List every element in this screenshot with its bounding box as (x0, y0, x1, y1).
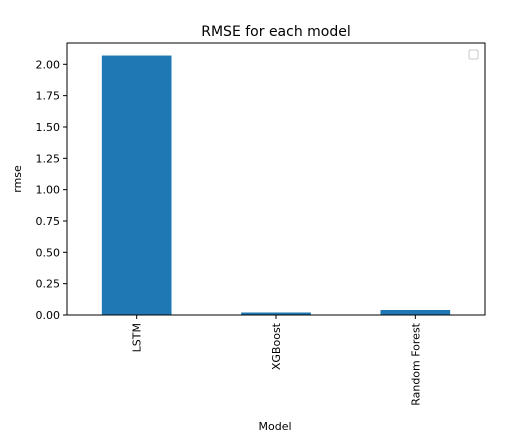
empty-legend-box (468, 49, 479, 60)
y-tick-label: 0.50 (36, 246, 61, 259)
y-tick-label: 0.00 (36, 309, 61, 322)
y-tick-label: 0.25 (36, 278, 61, 291)
bars-group (101, 55, 451, 315)
y-axis-label: rmse (11, 165, 24, 193)
y-tick-label: 1.25 (36, 152, 61, 165)
x-tick-label: Random Forest (409, 322, 422, 405)
y-tick-label: 1.00 (36, 184, 61, 197)
plot-frame (66, 42, 486, 316)
x-axis-ticks: LSTM XGBoost Random Forest (131, 315, 422, 406)
chart-title: RMSE for each model (201, 24, 351, 40)
bar-random-forest (380, 309, 451, 315)
y-tick-label: 2.00 (36, 58, 61, 71)
bar-xgboost (241, 312, 311, 315)
y-tick-label: 1.75 (36, 90, 61, 103)
bar-lstm (101, 55, 172, 315)
y-tick-label: 1.50 (36, 121, 61, 134)
y-axis-ticks: 0.00 0.25 0.50 0.75 1.00 1.25 1.50 1.75 2.00 (36, 58, 67, 322)
x-tick-label: XGBoost (270, 322, 283, 370)
x-axis-label: Model (258, 420, 291, 433)
x-tick-label: LSTM (131, 323, 144, 352)
y-tick-label: 0.75 (36, 215, 61, 228)
